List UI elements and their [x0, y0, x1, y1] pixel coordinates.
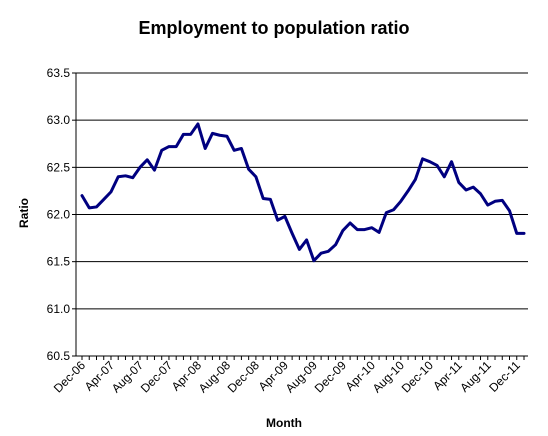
- data-point: [153, 168, 156, 172]
- data-point: [203, 147, 207, 150]
- x-tick-label: Aug-07: [109, 358, 146, 395]
- x-tick-label: Dec-08: [225, 358, 262, 395]
- data-point: [377, 231, 381, 234]
- y-tick-label: 61.0: [47, 302, 71, 316]
- data-point: [327, 250, 330, 253]
- y-tick-label: 63.5: [47, 66, 71, 80]
- data-point: [435, 164, 439, 167]
- data-point: [522, 232, 526, 235]
- data-point: [356, 228, 359, 231]
- data-point: [312, 259, 316, 262]
- data-point: [472, 185, 475, 189]
- data-point: [385, 211, 388, 214]
- data-point: [102, 198, 105, 201]
- y-axis-label: Ratio: [17, 198, 31, 228]
- x-tick-label: Dec-10: [399, 358, 436, 395]
- data-point: [160, 149, 163, 152]
- data-point: [501, 199, 504, 202]
- data-point: [305, 238, 308, 242]
- data-point: [414, 178, 417, 181]
- data-point: [124, 174, 127, 178]
- data-point: [261, 197, 265, 200]
- data-point: [319, 251, 323, 255]
- plot-area: 60.561.061.562.062.563.063.5Dec-06Apr-07…: [47, 66, 528, 395]
- data-point: [515, 232, 518, 235]
- y-tick-label: 62.0: [47, 208, 71, 222]
- data-point: [450, 160, 453, 163]
- data-point: [247, 168, 250, 171]
- data-point: [428, 160, 432, 163]
- y-tick-label: 61.5: [47, 255, 71, 269]
- x-tick-label: Dec-07: [138, 358, 175, 395]
- data-point: [182, 133, 185, 136]
- data-point: [370, 226, 374, 229]
- data-point: [283, 215, 287, 218]
- data-point: [341, 229, 345, 232]
- x-tick-label: Dec-11: [486, 358, 523, 395]
- data-point: [464, 188, 468, 192]
- data-point: [174, 145, 178, 148]
- x-tick-label: Dec-06: [51, 358, 88, 395]
- data-point: [117, 175, 120, 178]
- data-point: [276, 218, 279, 222]
- data-point: [211, 132, 214, 135]
- y-tick-label: 60.5: [47, 349, 71, 363]
- data-point: [508, 209, 511, 212]
- x-tick-label: Dec-09: [312, 358, 349, 395]
- chart-title: Employment to population ratio: [139, 18, 410, 38]
- data-point: [196, 122, 200, 126]
- y-tick-label: 62.5: [47, 160, 71, 174]
- data-point: [363, 228, 366, 231]
- data-point: [218, 134, 221, 137]
- data-point: [138, 166, 142, 169]
- data-point: [225, 135, 229, 138]
- data-point: [232, 149, 236, 152]
- y-tick-label: 63.0: [47, 113, 71, 127]
- data-point: [421, 157, 424, 161]
- data-point: [443, 175, 446, 178]
- data-point: [109, 190, 113, 194]
- data-point: [298, 248, 301, 251]
- data-point: [269, 198, 272, 201]
- data-point: [392, 208, 395, 211]
- data-point: [457, 181, 460, 184]
- series-line: [80, 122, 526, 263]
- data-point: [146, 158, 149, 161]
- data-point: [240, 147, 243, 150]
- data-point: [334, 243, 337, 246]
- data-point: [254, 175, 258, 178]
- data-point: [348, 221, 352, 225]
- x-tick-label: Aug-08: [196, 358, 233, 395]
- data-point: [399, 200, 403, 203]
- data-point: [167, 145, 171, 148]
- data-point: [189, 133, 192, 136]
- x-tick-label: Aug-09: [283, 358, 320, 395]
- data-point: [290, 232, 294, 235]
- data-point: [131, 176, 134, 179]
- data-point: [406, 189, 410, 193]
- x-axis-label: Month: [266, 416, 302, 430]
- x-tick-label: Aug-10: [370, 358, 407, 395]
- data-point: [80, 194, 84, 197]
- x-tick-label: Aug-11: [457, 358, 494, 395]
- data-point: [486, 203, 489, 207]
- data-point: [479, 192, 482, 195]
- data-point: [493, 200, 497, 203]
- data-point: [95, 205, 98, 209]
- data-point: [88, 206, 91, 210]
